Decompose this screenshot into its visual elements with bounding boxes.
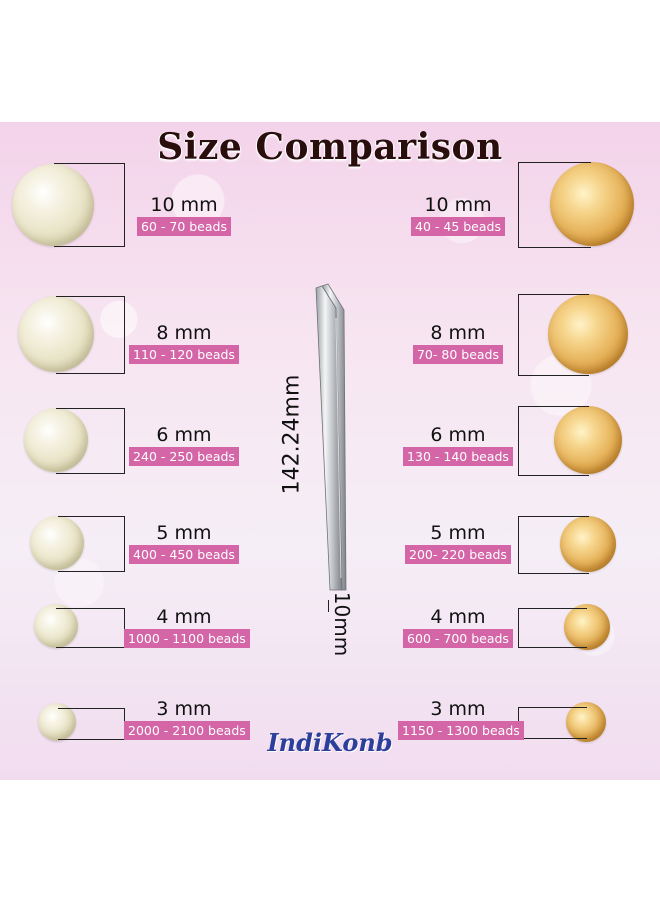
size-bracket <box>518 406 589 476</box>
pearl-label-8mm: 8 mm 110 - 120 beads <box>124 322 244 364</box>
size-bracket <box>518 608 587 648</box>
size-text: 4 mm <box>430 606 486 628</box>
brand-logo: IndiKonb <box>267 728 393 757</box>
bead-count-badge: 1150 - 1300 beads <box>398 721 524 740</box>
bead-count-badge: 130 - 140 beads <box>403 447 513 466</box>
bead-count-badge: 2000 - 2100 beads <box>124 721 250 740</box>
gold-label-5mm: 5 mm 200- 220 beads <box>398 522 518 564</box>
pearl-bead-6mm <box>24 408 88 472</box>
bead-count-badge: 240 - 250 beads <box>129 447 239 466</box>
tip-marker <box>328 600 329 612</box>
gold-bead-8mm <box>548 294 628 374</box>
bead-count-badge: 1000 - 1100 beads <box>124 629 250 648</box>
pearl-bead-10mm <box>12 164 94 246</box>
tweezer-tip-label: 10mm <box>330 591 354 657</box>
tweezer-length-label: 142.24mm <box>279 374 305 495</box>
size-text: 3 mm <box>156 698 212 720</box>
size-text: 3 mm <box>430 698 486 720</box>
size-bracket <box>518 294 589 376</box>
pearl-label-4mm: 4 mm 1000 - 1100 beads <box>124 606 250 648</box>
gold-label-10mm: 10 mm 40 - 45 beads <box>398 194 518 236</box>
pearl-bead-8mm <box>18 296 94 372</box>
gold-bead-3mm <box>566 702 606 742</box>
bead-count-badge: 40 - 45 beads <box>411 217 505 236</box>
size-bracket <box>54 163 125 247</box>
size-bracket <box>58 516 125 572</box>
tweezers-image <box>315 283 347 591</box>
size-bracket <box>56 608 125 648</box>
size-bracket <box>518 162 591 248</box>
gold-label-6mm: 6 mm 130 - 140 beads <box>398 424 518 466</box>
pearl-bead-5mm <box>30 516 84 570</box>
size-text: 10 mm <box>424 194 492 216</box>
pearl-bead-4mm <box>34 604 78 648</box>
size-text: 8 mm <box>156 322 212 344</box>
pearl-label-6mm: 6 mm 240 - 250 beads <box>124 424 244 466</box>
size-bracket <box>518 516 589 574</box>
pearl-label-3mm: 3 mm 2000 - 2100 beads <box>124 698 250 740</box>
size-bracket <box>56 408 125 474</box>
gold-label-8mm: 8 mm 70- 80 beads <box>398 322 518 364</box>
bead-count-badge: 200- 220 beads <box>405 545 511 564</box>
size-bracket <box>56 296 125 374</box>
size-text: 5 mm <box>430 522 486 544</box>
gold-label-3mm: 3 mm 1150 - 1300 beads <box>398 698 524 740</box>
gold-bead-10mm <box>550 162 634 246</box>
size-text: 5 mm <box>156 522 212 544</box>
page-title: Size Comparison <box>157 126 503 168</box>
pearl-bead-3mm <box>38 703 76 741</box>
bead-count-badge: 110 - 120 beads <box>129 345 239 364</box>
pearl-label-10mm: 10 mm 60 - 70 beads <box>124 194 244 236</box>
bead-count-badge: 70- 80 beads <box>412 345 503 364</box>
bead-count-badge: 600 - 700 beads <box>403 629 513 648</box>
pearl-label-5mm: 5 mm 400 - 450 beads <box>124 522 244 564</box>
gold-bead-5mm <box>560 516 616 572</box>
bead-count-badge: 400 - 450 beads <box>129 545 239 564</box>
bead-count-badge: 60 - 70 beads <box>137 217 231 236</box>
size-text: 4 mm <box>156 606 212 628</box>
gold-bead-6mm <box>554 406 622 474</box>
size-text: 6 mm <box>156 424 212 446</box>
size-text: 8 mm <box>430 322 486 344</box>
size-text: 6 mm <box>430 424 486 446</box>
size-text: 10 mm <box>150 194 218 216</box>
gold-label-4mm: 4 mm 600 - 700 beads <box>398 606 518 648</box>
gold-bead-4mm <box>564 604 610 650</box>
